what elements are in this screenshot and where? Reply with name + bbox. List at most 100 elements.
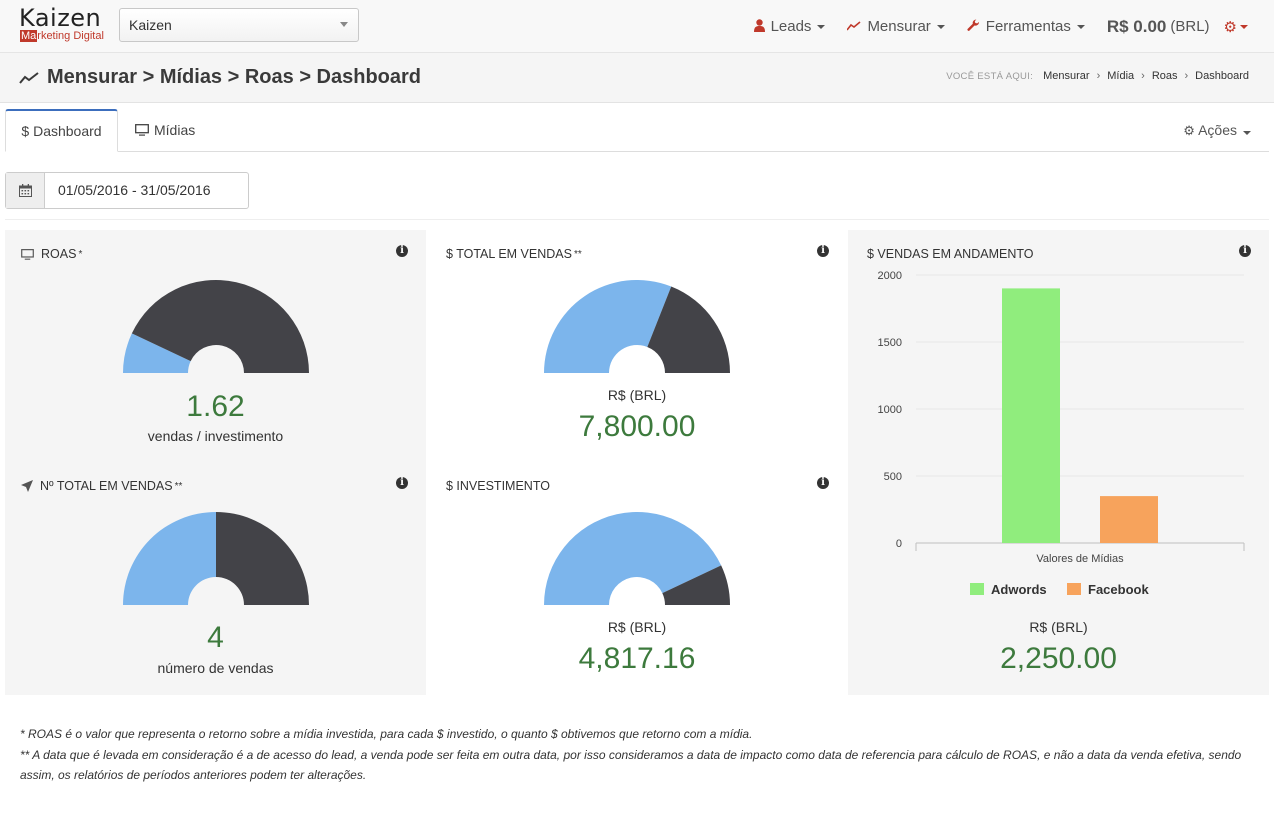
- gear-icon: ⚙: [1223, 18, 1237, 36]
- breadcrumb: VOCÊ ESTÁ AQUI: Mensurar › Mídia › Roas …: [946, 70, 1249, 82]
- nav-leads[interactable]: Leads: [753, 18, 826, 35]
- y-tick-label: 0: [896, 538, 902, 550]
- date-range-picker[interactable]: 01/05/2016 - 31/05/2016: [5, 172, 249, 209]
- nav-mensurar-label: Mensurar: [867, 18, 931, 35]
- total-vendas-value: 7,800.00: [578, 410, 696, 443]
- divider: [5, 219, 1269, 220]
- monitor-icon: [135, 124, 149, 136]
- account-select-value: Kaizen: [129, 17, 172, 33]
- info-icon[interactable]: i: [817, 245, 829, 257]
- gauge-filled-segment: [123, 333, 191, 373]
- vendas-andamento-bar-chart: 0 500 1000 1500 2000 Valores de Mídias Adwords…: [878, 270, 1245, 597]
- caret-down-icon: [1076, 24, 1085, 29]
- caret-down-icon: [936, 24, 945, 29]
- y-tick-label: 500: [884, 471, 902, 483]
- n-vendas-caption: número de vendas: [157, 660, 274, 676]
- roas-caption: vendas / investimento: [147, 428, 284, 444]
- legend-label: Facebook: [1088, 582, 1149, 597]
- vendas-andamento-currency: R$ (BRL): [1029, 619, 1088, 635]
- investimento-value: 4,817.16: [578, 642, 696, 675]
- account-select[interactable]: Kaizen: [119, 8, 359, 42]
- balance-amount: R$ 0.00: [1106, 16, 1167, 36]
- top-nav-menu: Leads Mensurar Ferramentas R$ 0.00 (BRL) …: [732, 0, 1248, 53]
- info-icon[interactable]: i: [817, 477, 829, 489]
- legend-item-facebook[interactable]: Facebook: [1067, 582, 1149, 597]
- info-icon[interactable]: i: [396, 477, 408, 489]
- nav-ferramentas[interactable]: Ferramentas: [967, 18, 1085, 35]
- vendas-andamento-widget: $ VENDAS EM ANDAMENTO i 0 500 1000 1500 2000…: [848, 230, 1269, 695]
- date-range-value: 01/05/2016 - 31/05/2016: [58, 182, 211, 198]
- settings-menu[interactable]: ⚙: [1224, 18, 1248, 36]
- monitor-icon: [21, 248, 34, 260]
- info-icon[interactable]: i: [396, 245, 408, 257]
- investimento-currency: R$ (BRL): [607, 619, 667, 635]
- tab-midias[interactable]: Mídias: [135, 109, 195, 152]
- brand-tagline: Marketing Digital: [20, 30, 104, 42]
- tab-midias-label: Mídias: [154, 122, 196, 138]
- caret-down-icon: [1243, 131, 1251, 135]
- account-balance: R$ 0.00 (BRL): [1107, 17, 1210, 37]
- breadcrumb-separator: ›: [1141, 70, 1145, 82]
- nav-leads-label: Leads: [770, 18, 812, 35]
- gauge-remaining-segment: [216, 512, 309, 605]
- nav-ferramentas-label: Ferramentas: [985, 18, 1071, 35]
- roas-value: 1.62: [186, 390, 245, 423]
- vendas-andamento-value: 2,250.00: [1000, 642, 1117, 675]
- total-vendas-title-mark: **: [573, 248, 582, 260]
- info-icon[interactable]: i: [1239, 245, 1251, 257]
- roas-widget-title: ROAS *: [21, 247, 82, 261]
- caret-down-icon: [817, 24, 826, 29]
- brand-logo[interactable]: Kaizen Marketing Digital: [19, 4, 111, 44]
- roas-title-mark: *: [78, 248, 83, 260]
- n-vendas-value: 4: [207, 621, 224, 654]
- gauge-filled-segment: [123, 512, 216, 605]
- rocket-icon: [21, 480, 33, 492]
- gauge-filled-segment: [544, 280, 672, 373]
- total-vendas-title-text: $ TOTAL EM VENDAS: [446, 247, 572, 261]
- tab-dashboard[interactable]: $ Dashboard: [5, 109, 118, 152]
- legend-swatch: [1067, 583, 1081, 595]
- total-vendas-widget: $ TOTAL EM VENDAS ** i R$ (BRL) 7,800.00: [426, 230, 848, 462]
- top-navbar: Kaizen Marketing Digital Kaizen Leads Me…: [0, 0, 1274, 53]
- actions-dropdown[interactable]: ⚙ Ações: [1183, 109, 1251, 152]
- actions-label: Ações: [1198, 122, 1237, 138]
- gauge-remaining-segment: [647, 286, 730, 373]
- y-tick-label: 1500: [878, 337, 902, 349]
- caret-down-icon: [1240, 24, 1248, 29]
- bar-adwords[interactable]: [1002, 288, 1060, 543]
- wrench-icon: [967, 18, 980, 35]
- gauge-remaining-segment: [662, 565, 730, 605]
- n-vendas-widget-title: Nº TOTAL EM VENDAS **: [21, 479, 182, 493]
- nav-mensurar[interactable]: Mensurar: [846, 18, 945, 35]
- user-icon: [753, 18, 765, 35]
- footnote-roas: * ROAS é o valor que representa o retorn…: [20, 727, 753, 741]
- investimento-title-text: $ INVESTIMENTO: [446, 479, 550, 493]
- total-vendas-widget-title: $ TOTAL EM VENDAS **: [446, 247, 582, 261]
- footnote-date: ** A data que é levada em consideração é…: [20, 747, 1242, 783]
- breadcrumb-item-midia[interactable]: Mídia: [1107, 70, 1135, 82]
- breadcrumb-separator: ›: [1096, 70, 1101, 82]
- x-tick-label: Valores de Mídias: [1036, 553, 1124, 565]
- investimento-widget-title: $ INVESTIMENTO: [446, 479, 550, 493]
- gauge-remaining-segment: [131, 280, 309, 373]
- legend-swatch: [970, 583, 984, 595]
- investimento-gauge: [544, 512, 730, 605]
- page-header: Mensurar > Mídias > Roas > Dashboard VOC…: [0, 53, 1274, 103]
- chevron-down-icon: [340, 22, 348, 27]
- breadcrumb-item-mensurar[interactable]: Mensurar: [1043, 70, 1090, 82]
- gear-icon: ⚙: [1183, 123, 1195, 138]
- breadcrumb-separator: ›: [1184, 70, 1189, 82]
- page-title-text: Mensurar > Mídias > Roas > Dashboard: [47, 66, 422, 88]
- total-vendas-gauge: [544, 280, 730, 373]
- bar-facebook[interactable]: [1100, 496, 1158, 543]
- y-tick-label: 2000: [878, 270, 902, 282]
- line-chart-icon: [19, 71, 39, 84]
- page-title: Mensurar > Mídias > Roas > Dashboard: [19, 66, 421, 89]
- vendas-andamento-title-text: $ VENDAS EM ANDAMENTO: [867, 247, 1034, 261]
- brand-name: Kaizen: [19, 4, 102, 32]
- breadcrumb-item-roas[interactable]: Roas: [1151, 70, 1178, 82]
- legend-item-adwords[interactable]: Adwords: [970, 582, 1047, 597]
- gauge-filled-segment: [544, 512, 722, 605]
- balance-currency: (BRL): [1170, 18, 1210, 35]
- line-chart-icon: [846, 19, 861, 34]
